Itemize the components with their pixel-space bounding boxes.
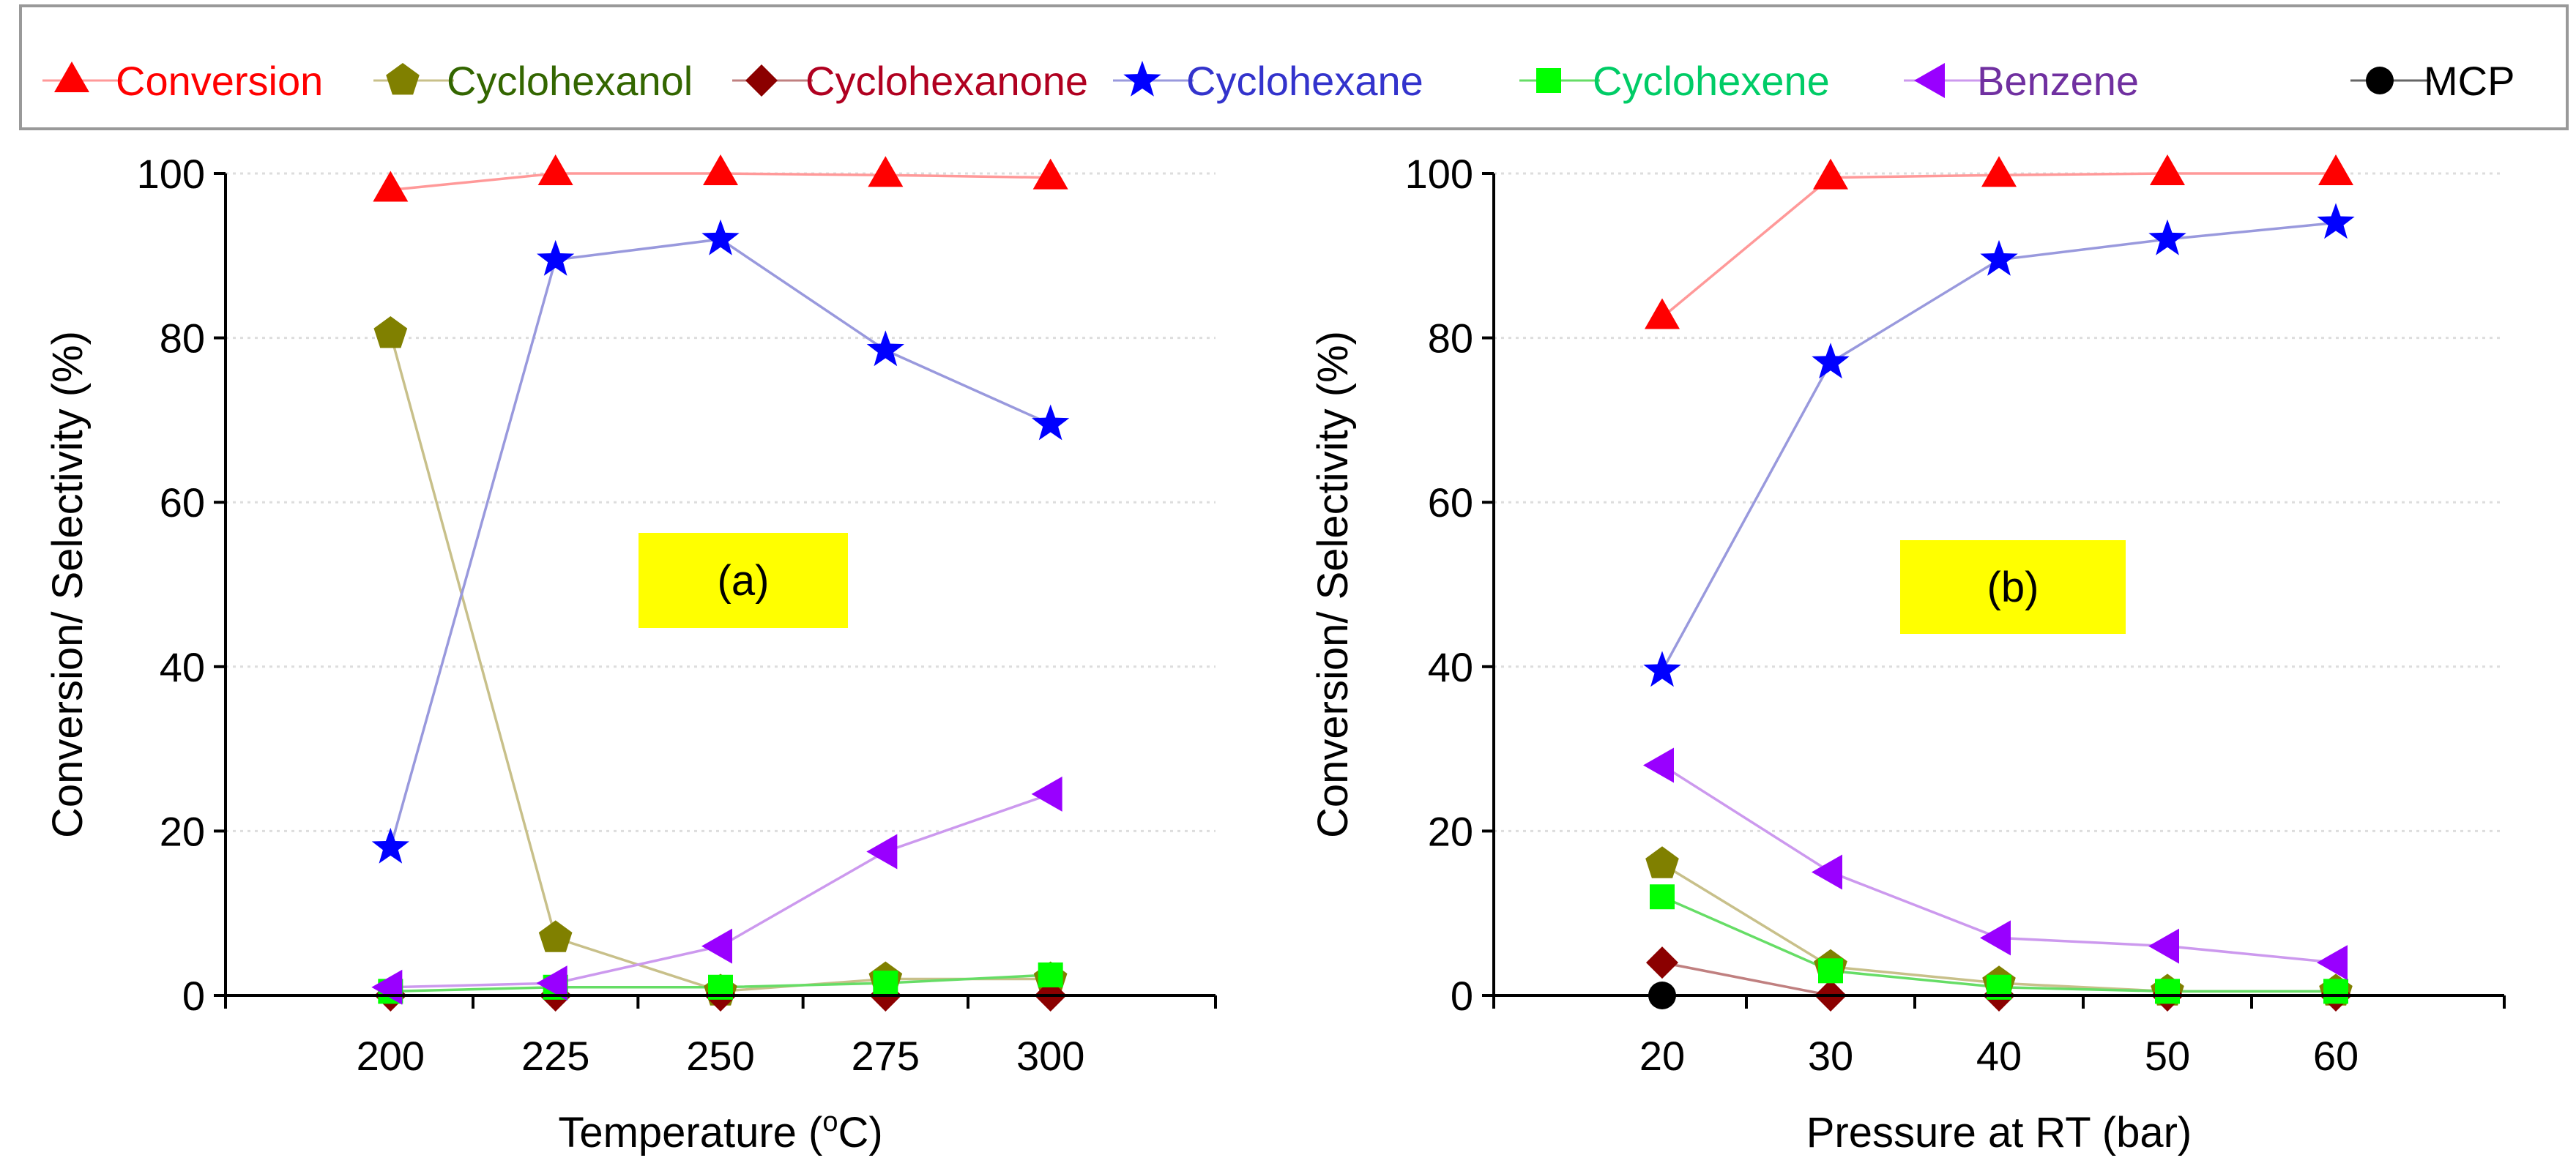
- point-cyclohexene-60: [2323, 979, 2348, 1004]
- legend-label-mcp: MCP: [2424, 58, 2514, 104]
- point-cyclohexane-200: [371, 827, 409, 864]
- x-axis-title: Pressure at RT (bar): [1806, 1109, 2192, 1156]
- point-conversion-250: [703, 154, 738, 185]
- x-tick-label-225: 225: [521, 1033, 589, 1079]
- point-cyclohexane-225: [537, 239, 575, 276]
- point-benzene-40: [1980, 920, 2011, 956]
- x-tick-label-300: 300: [1016, 1033, 1084, 1079]
- y-tick-label-60: 60: [1428, 479, 1473, 526]
- y-tick-label-0: 0: [182, 973, 205, 1019]
- point-conversion-20: [1645, 298, 1680, 329]
- point-cyclohexane-275: [866, 330, 904, 367]
- point-cyclohexane-50: [2148, 219, 2186, 255]
- point-cyclohexane-250: [701, 219, 740, 255]
- y-tick-label-40: 40: [1428, 644, 1473, 690]
- panel-label: (b): [1987, 564, 2039, 611]
- y-tick-label-20: 20: [160, 808, 205, 854]
- point-cyclohexanone-20: [1646, 946, 1678, 979]
- point-cyclohexane-60: [2317, 203, 2355, 239]
- y-tick-label-40: 40: [160, 644, 205, 690]
- legend: Conversion Cyclohexanol Cyclohexanone Cyclo…: [19, 4, 2569, 130]
- point-cyclohexane-40: [1980, 239, 2018, 276]
- y-axis-title: Conversion/ Selectivity (%): [1309, 331, 1357, 838]
- point-cyclohexane-20: [1643, 651, 1681, 687]
- y-tick-label-60: 60: [160, 479, 205, 526]
- panel-a: (a) 0 20 40 60 80 100 200 225 250 275 300 Temperatur…: [44, 151, 1217, 1156]
- x-tick-label-50: 50: [2145, 1033, 2190, 1079]
- legend-marker-cyclohexene: [1536, 68, 1561, 93]
- x-axis-title: Temperature (oC): [558, 1107, 882, 1156]
- x-tick-label-200: 200: [357, 1033, 425, 1079]
- point-cyclohexane-300: [1032, 404, 1070, 441]
- y-tick-label-80: 80: [160, 315, 205, 362]
- legend-box: [19, 4, 2569, 130]
- point-cyclohexanol-225: [538, 920, 573, 952]
- point-cyclohexane-30: [1812, 343, 1850, 379]
- point-benzene-30: [1812, 854, 1842, 890]
- panel-label-box: [639, 533, 848, 628]
- x-tick-label-250: 250: [686, 1033, 754, 1079]
- point-conversion-225: [537, 154, 573, 185]
- series-line-cyclohexanol: [389, 333, 1051, 993]
- panel-label-box: [1900, 540, 2126, 634]
- x-tick-label-40: 40: [1976, 1033, 2022, 1079]
- point-benzene-275: [866, 834, 898, 870]
- point-cyclohexene-30: [1818, 958, 1843, 984]
- legend-label-cyclohexanone: Cyclohexanone: [805, 58, 1088, 104]
- point-conversion-50: [2150, 154, 2185, 185]
- y-tick-label-80: 80: [1428, 315, 1473, 362]
- legend-marker-benzene: [1914, 63, 1945, 98]
- legend-label-cyclohexanol: Cyclohexanol: [447, 58, 693, 104]
- y-axis-title: Conversion/ Selectivity (%): [44, 331, 92, 838]
- legend-marker-conversion: [54, 61, 89, 92]
- y-tick-label-100: 100: [1405, 151, 1473, 197]
- point-cyclohexene-20: [1650, 884, 1675, 910]
- point-cyclohexanol-20: [1645, 846, 1679, 878]
- point-conversion-275: [868, 156, 904, 187]
- legend-label-cyclohexene: Cyclohexene: [1593, 58, 1830, 104]
- point-cyclohexene-300: [1038, 962, 1063, 987]
- point-conversion-300: [1032, 158, 1068, 190]
- point-benzene-50: [2148, 928, 2179, 964]
- point-conversion-40: [1981, 156, 2017, 187]
- point-cyclohexene-275: [873, 971, 898, 996]
- panel-b: (b) 0 20 40 60 80 100 20 30 40 50 60 Pressure at RT …: [1309, 151, 2506, 1156]
- x-tick-label-60: 60: [2313, 1033, 2359, 1079]
- point-cyclohexanol-200: [373, 316, 408, 348]
- legend-marker-mcp: [2366, 67, 2394, 94]
- point-benzene-300: [1031, 776, 1062, 812]
- legend-marker-cyclohexanol: [386, 63, 420, 95]
- x-tick-label-20: 20: [1639, 1033, 1685, 1079]
- x-tick-label-30: 30: [1808, 1033, 1853, 1079]
- x-tick-label-275: 275: [852, 1033, 920, 1079]
- y-tick-label-20: 20: [1428, 808, 1473, 854]
- legend-marker-cyclohexane: [1123, 61, 1161, 97]
- legend-label-benzene: Benzene: [1977, 58, 2139, 104]
- y-tick-label-100: 100: [137, 151, 205, 197]
- point-benzene-60: [2317, 945, 2348, 981]
- legend-marker-cyclohexanone: [745, 64, 778, 97]
- y-tick-label-0: 0: [1451, 973, 1473, 1019]
- point-benzene-225: [536, 965, 567, 1001]
- point-conversion-30: [1813, 158, 1848, 190]
- series-line-benzene: [390, 793, 1051, 989]
- legend-label-conversion: Conversion: [116, 58, 323, 104]
- point-benzene-20: [1643, 747, 1674, 783]
- legend-label-cyclohexane: Cyclohexane: [1186, 58, 1423, 104]
- point-conversion-60: [2318, 154, 2353, 185]
- point-benzene-250: [701, 928, 732, 964]
- panel-label: (a): [718, 557, 770, 605]
- point-cyclohexene-50: [2155, 979, 2180, 1004]
- point-conversion-200: [373, 171, 409, 202]
